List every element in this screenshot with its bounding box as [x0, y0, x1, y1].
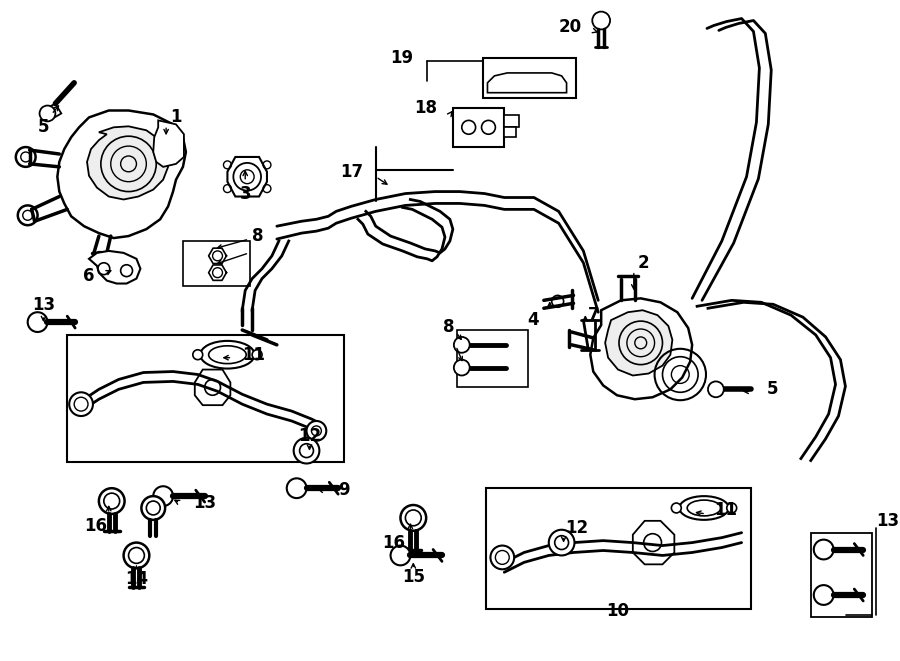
Text: 5: 5 — [38, 118, 50, 136]
Text: 7: 7 — [589, 306, 600, 324]
Text: 9: 9 — [338, 481, 350, 499]
Circle shape — [400, 505, 427, 531]
Polygon shape — [590, 298, 692, 399]
Bar — [504, 116, 519, 128]
Text: 6: 6 — [84, 266, 94, 285]
Text: 2: 2 — [638, 254, 650, 272]
Circle shape — [727, 503, 736, 513]
Text: 14: 14 — [125, 570, 148, 588]
Bar — [183, 241, 250, 286]
Text: 20: 20 — [558, 19, 581, 36]
Circle shape — [491, 545, 514, 569]
Circle shape — [549, 529, 574, 555]
Text: 12: 12 — [298, 427, 321, 445]
Text: 3: 3 — [239, 184, 251, 202]
Circle shape — [391, 545, 410, 565]
Text: 8: 8 — [252, 227, 264, 245]
Text: 12: 12 — [565, 519, 589, 537]
Text: 15: 15 — [401, 568, 425, 586]
Circle shape — [454, 337, 470, 353]
Circle shape — [123, 543, 149, 568]
Circle shape — [814, 539, 833, 559]
Polygon shape — [153, 120, 184, 167]
Text: 1: 1 — [170, 108, 182, 126]
Circle shape — [141, 496, 165, 520]
Bar — [482, 58, 577, 98]
Ellipse shape — [680, 496, 729, 520]
Bar — [811, 533, 872, 617]
Text: 5: 5 — [766, 380, 778, 399]
Bar — [487, 488, 752, 609]
Circle shape — [40, 106, 56, 122]
Text: 10: 10 — [607, 602, 629, 620]
Text: 4: 4 — [527, 311, 539, 329]
Circle shape — [814, 585, 833, 605]
Text: 16: 16 — [382, 533, 405, 551]
Text: 13: 13 — [876, 512, 899, 530]
Text: 8: 8 — [444, 318, 454, 336]
Polygon shape — [194, 369, 230, 405]
Polygon shape — [87, 126, 168, 200]
Polygon shape — [89, 251, 140, 284]
Polygon shape — [488, 73, 567, 93]
Bar — [504, 128, 516, 137]
Circle shape — [99, 488, 124, 514]
Bar — [453, 108, 504, 147]
Ellipse shape — [200, 341, 255, 369]
Polygon shape — [58, 110, 186, 238]
Circle shape — [252, 350, 262, 360]
Bar — [68, 335, 344, 461]
Circle shape — [307, 421, 327, 441]
Bar — [457, 330, 528, 387]
Text: 13: 13 — [32, 296, 55, 314]
Polygon shape — [605, 310, 672, 375]
Circle shape — [293, 438, 320, 463]
Circle shape — [592, 12, 610, 30]
Circle shape — [454, 360, 470, 375]
Circle shape — [153, 486, 173, 506]
Circle shape — [671, 503, 681, 513]
Text: 11: 11 — [242, 346, 266, 364]
Circle shape — [69, 392, 93, 416]
Text: 16: 16 — [84, 517, 107, 535]
Text: 17: 17 — [340, 163, 363, 181]
Circle shape — [28, 312, 48, 332]
Circle shape — [287, 479, 307, 498]
Text: 11: 11 — [714, 501, 737, 519]
Polygon shape — [633, 521, 674, 564]
Text: 19: 19 — [391, 49, 413, 67]
Text: 18: 18 — [414, 98, 437, 116]
Circle shape — [193, 350, 202, 360]
Circle shape — [708, 381, 724, 397]
Text: 13: 13 — [193, 494, 216, 512]
